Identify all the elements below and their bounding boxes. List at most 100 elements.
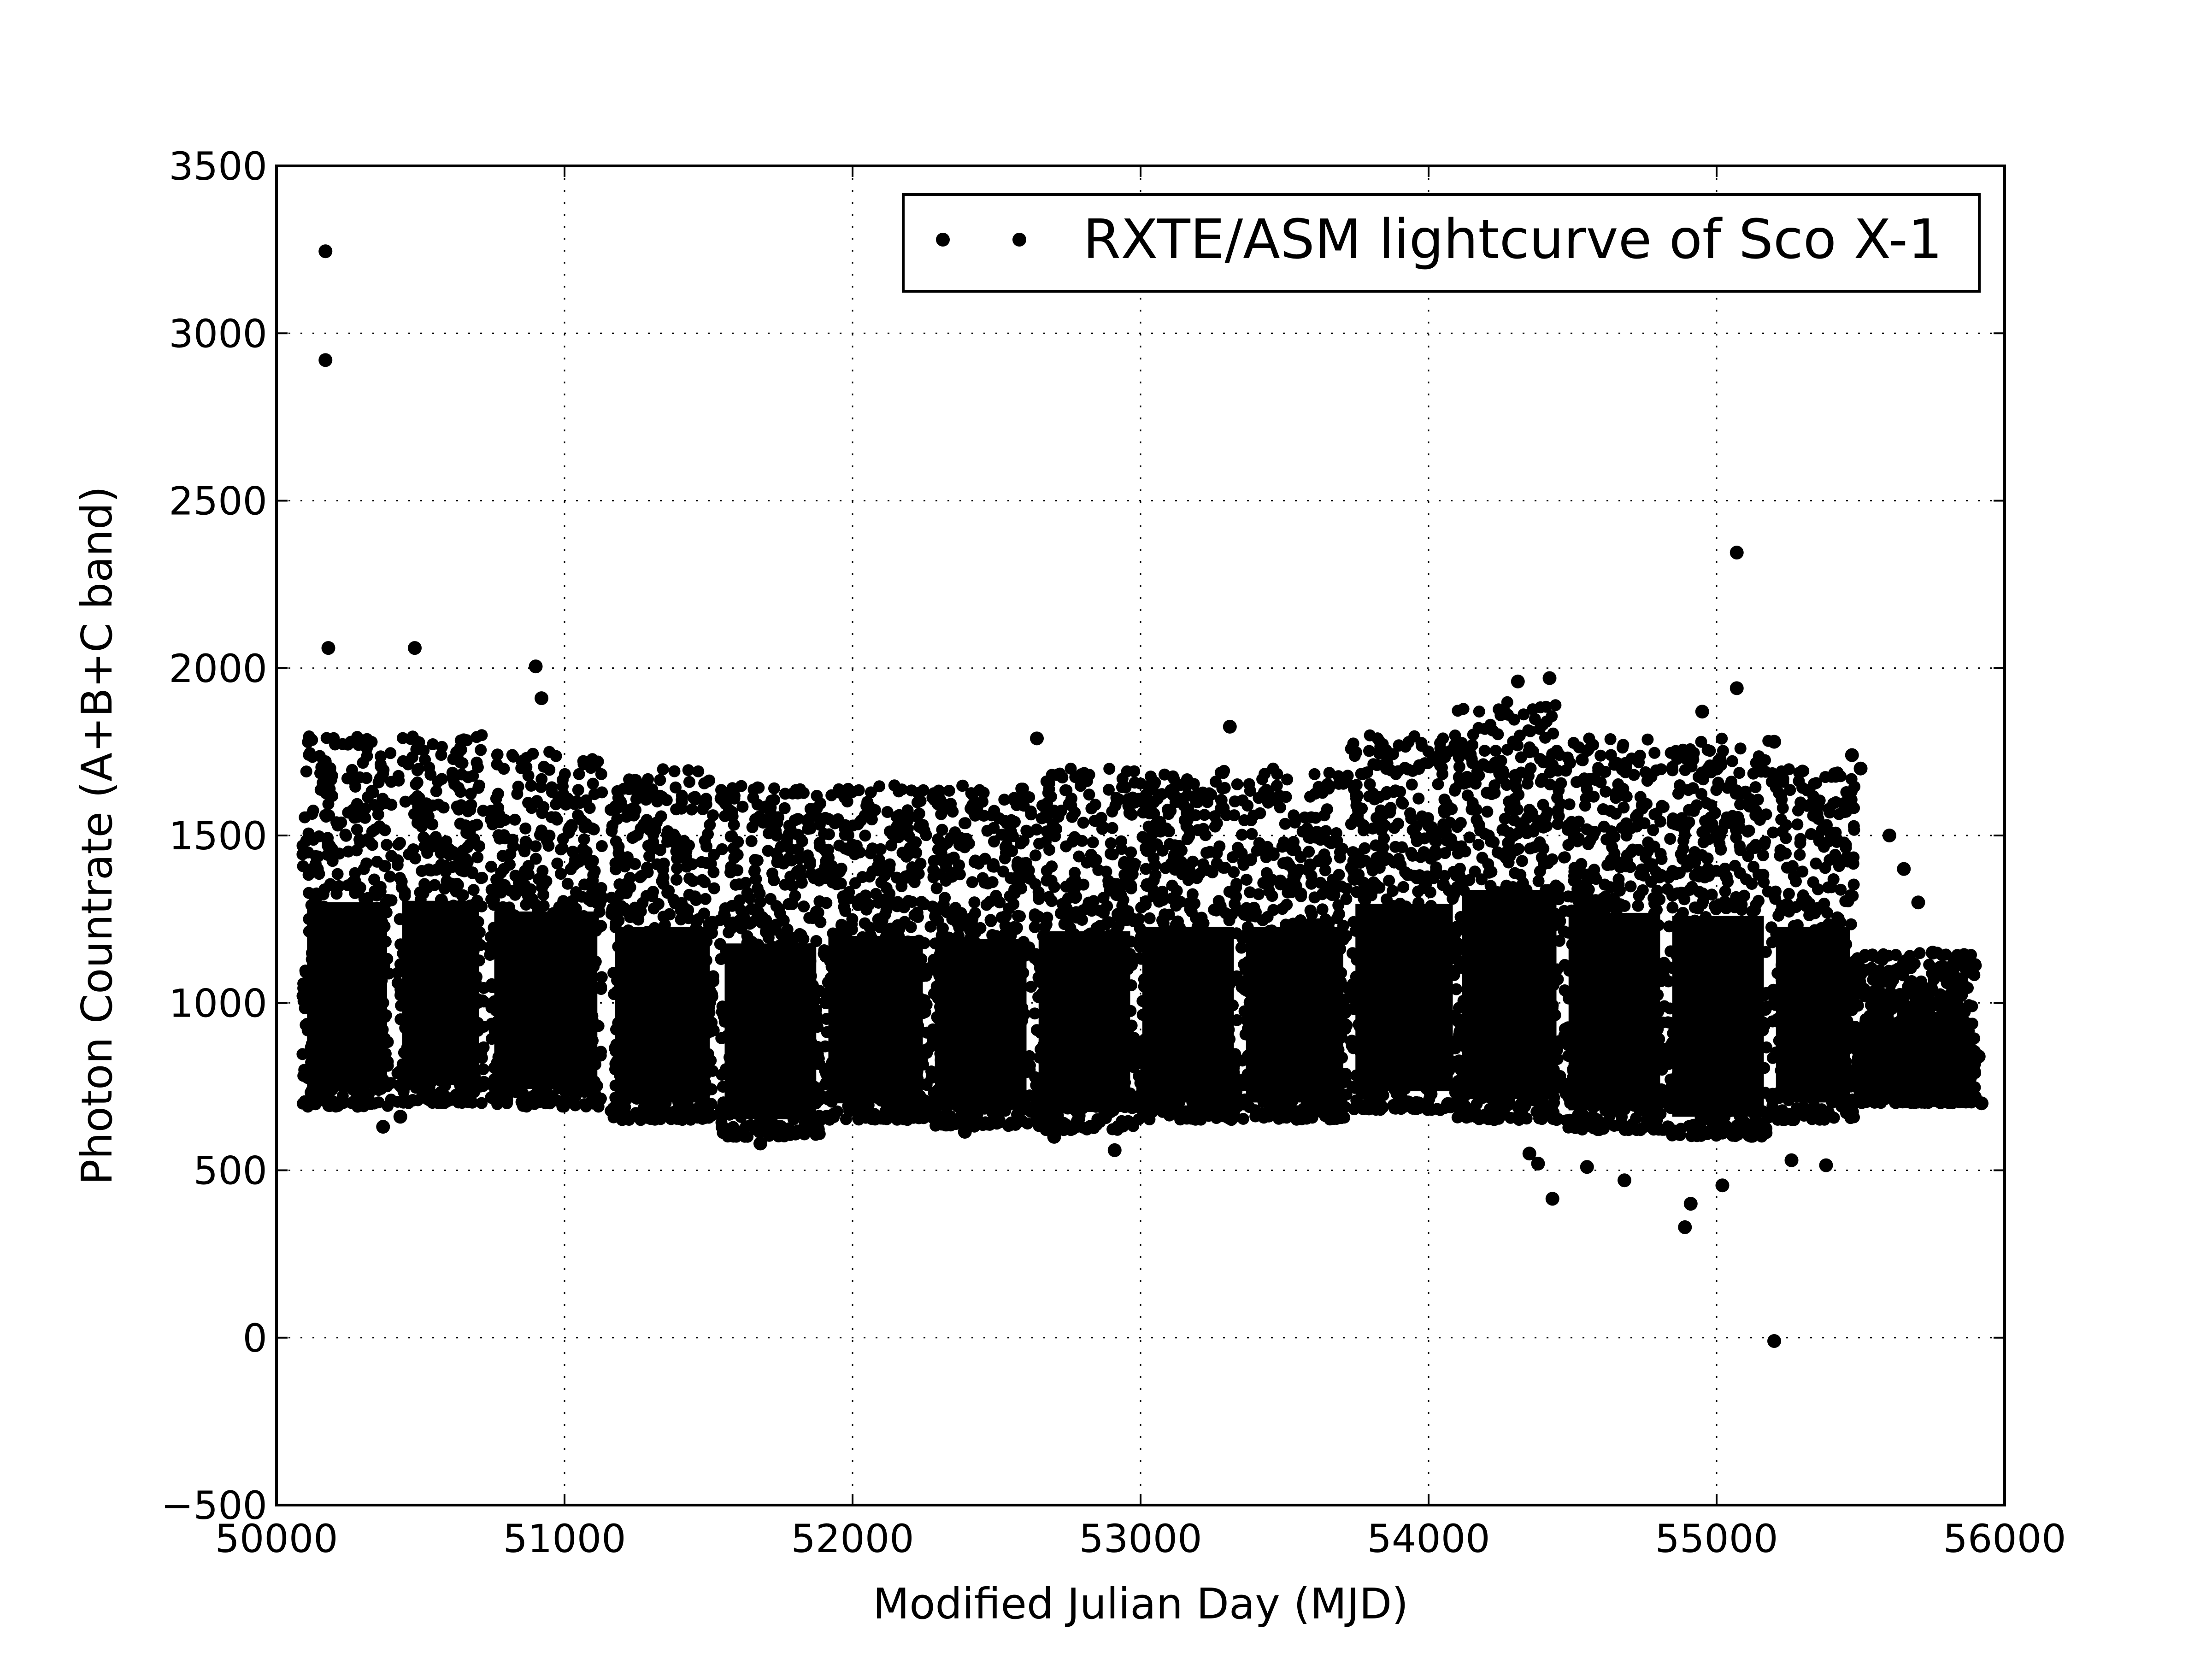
data-point	[595, 890, 608, 903]
data-point-cluster-core	[935, 939, 1027, 1110]
data-point	[979, 1116, 992, 1129]
data-point	[1116, 781, 1128, 793]
data-point	[351, 824, 363, 836]
data-point	[1023, 791, 1035, 803]
data-point	[707, 866, 720, 878]
data-point	[384, 871, 396, 883]
data-point	[1045, 874, 1058, 887]
data-point	[452, 1096, 465, 1109]
data-point	[303, 749, 315, 761]
data-point	[987, 860, 999, 873]
data-point	[521, 838, 534, 851]
data-point	[699, 893, 712, 905]
data-point	[1156, 788, 1168, 800]
data-point	[557, 833, 569, 845]
data-point	[1073, 1113, 1085, 1126]
data-point	[915, 1104, 928, 1116]
data-point	[297, 860, 309, 872]
data-point	[586, 822, 598, 835]
data-point	[403, 848, 415, 860]
data-point	[660, 794, 673, 806]
data-point	[606, 825, 618, 837]
data-point	[782, 1122, 795, 1135]
data-point	[935, 808, 947, 820]
data-point	[300, 765, 312, 778]
data-point	[588, 880, 600, 893]
data-point	[1228, 866, 1240, 878]
data-point	[424, 864, 436, 877]
data-point	[1308, 768, 1321, 780]
data-point	[777, 914, 790, 927]
data-point	[412, 735, 424, 748]
data-point	[321, 835, 334, 848]
data-point	[392, 854, 404, 866]
data-point	[361, 750, 373, 762]
data-point	[537, 900, 550, 912]
data-point	[1088, 1122, 1100, 1134]
data-point	[702, 828, 714, 841]
data-point	[810, 906, 822, 918]
data-point	[454, 854, 466, 866]
data-point	[533, 1096, 545, 1108]
data-point	[830, 878, 843, 890]
data-point	[839, 829, 851, 841]
data-point	[374, 758, 387, 771]
data-point	[696, 803, 709, 815]
data-point	[675, 1108, 687, 1121]
data-point	[467, 820, 479, 832]
data-point	[945, 798, 957, 810]
data-point	[1198, 809, 1211, 821]
data-point	[410, 778, 422, 790]
data-point	[1033, 837, 1045, 850]
data-point	[465, 799, 477, 811]
data-point	[382, 1100, 394, 1112]
data-point	[525, 802, 538, 814]
data-point	[476, 871, 488, 884]
data-point	[408, 808, 420, 820]
data-point	[1100, 918, 1112, 930]
data-point	[467, 884, 480, 896]
data-point	[578, 833, 590, 846]
data-point	[707, 809, 719, 822]
data-point	[331, 868, 344, 880]
data-point	[392, 770, 405, 782]
data-point	[447, 771, 459, 784]
data-point	[369, 824, 381, 836]
data-point	[747, 783, 760, 796]
data-point	[698, 907, 710, 920]
data-point	[654, 774, 666, 786]
data-point	[610, 835, 622, 847]
data-point	[984, 895, 996, 908]
data-point	[595, 1046, 607, 1058]
data-point	[704, 818, 716, 831]
data-point	[1166, 879, 1178, 892]
data-point	[822, 853, 834, 865]
data-point	[1106, 848, 1119, 861]
data-point	[418, 831, 430, 843]
data-point	[872, 864, 884, 877]
data-point	[317, 777, 329, 789]
data-point	[670, 803, 682, 816]
data-point	[572, 784, 584, 796]
data-point	[1077, 817, 1089, 829]
data-point	[372, 776, 385, 788]
data-point	[316, 761, 329, 773]
data-point	[1085, 802, 1098, 815]
data-point	[340, 830, 352, 842]
data-point	[993, 812, 1005, 824]
data-point	[881, 806, 894, 818]
data-point	[457, 889, 469, 901]
data-point	[657, 911, 670, 923]
data-point	[372, 808, 384, 821]
data-point	[731, 849, 744, 861]
data-point	[655, 810, 667, 823]
data-point	[843, 892, 855, 905]
data-point	[427, 799, 439, 812]
data-point	[353, 833, 365, 846]
data-point	[1118, 856, 1130, 868]
data-point	[1029, 878, 1041, 890]
data-point	[436, 1094, 448, 1106]
data-point	[576, 814, 588, 826]
data-point	[432, 776, 444, 788]
data-point	[1011, 922, 1023, 934]
